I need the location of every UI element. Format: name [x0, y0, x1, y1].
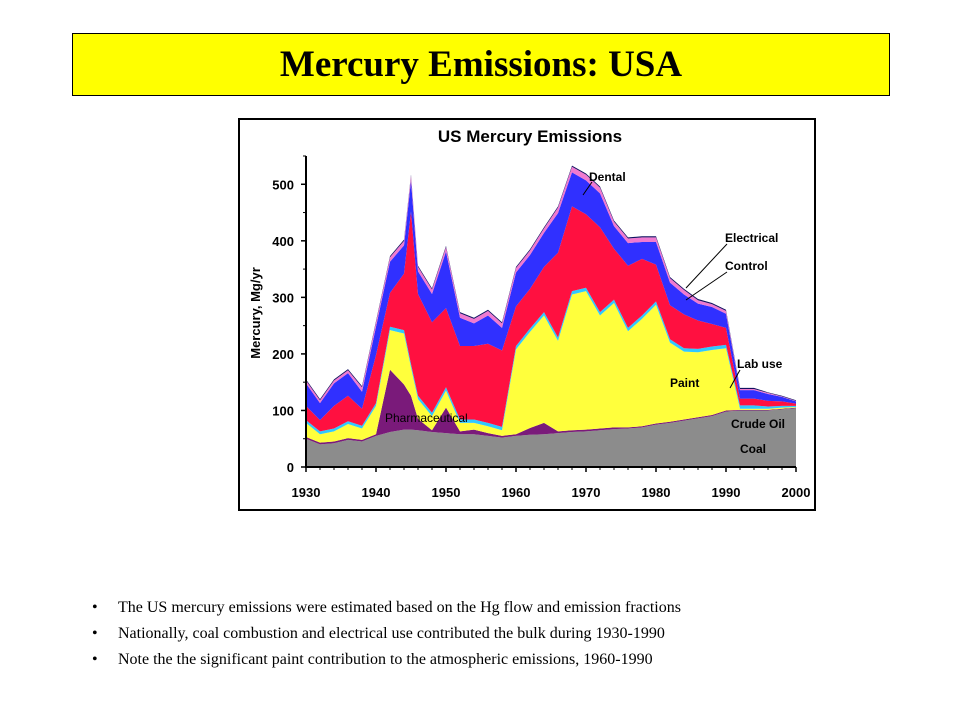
label-coal: Coal	[740, 442, 766, 456]
mercury-emissions-chart: US Mercury Emissions Mercury, Mg/yr 1930…	[248, 127, 811, 500]
area-series-group	[306, 165, 796, 467]
x-tick-label: 1990	[712, 485, 741, 500]
y-tick-label: 400	[272, 234, 294, 249]
leader-control	[685, 271, 728, 301]
slide-title: Mercury Emissions: USA	[279, 44, 683, 85]
x-tick-label: 1970	[572, 485, 601, 500]
leader-dental	[582, 181, 593, 196]
y-tick-label: 200	[272, 347, 294, 362]
leader-electrical	[685, 243, 728, 289]
label-paint: Paint	[670, 376, 699, 390]
leader-lab-use	[729, 369, 741, 389]
x-tick-label: 1930	[292, 485, 321, 500]
label-pharmaceutical: Pharmaceutical	[385, 411, 468, 425]
x-tick-label: 1960	[502, 485, 531, 500]
area-control	[306, 206, 796, 432]
y-tick-label: 0	[287, 460, 294, 475]
label-electrical: Electrical	[725, 231, 778, 245]
bullet-item-3: Note the the significant paint contribut…	[92, 650, 932, 676]
area-pharmaceutical	[306, 369, 796, 445]
y-tick-label: 500	[272, 177, 294, 192]
bullet-item-1: The US mercury emissions were estimated …	[92, 598, 932, 624]
axes-group: 1930 1940 1950 1960 1970 1980 1990 2000 0 100 200 3…	[272, 155, 811, 500]
title-banner: Mercury Emissions: USA	[72, 33, 890, 96]
label-lab-use: Lab use	[737, 357, 783, 371]
chart-title: US Mercury Emissions	[438, 127, 622, 146]
y-tick-label: 100	[272, 403, 294, 418]
x-tick-label: 1950	[432, 485, 461, 500]
label-control: Control	[725, 259, 768, 273]
bullet-item-2: Nationally, coal combustion and electric…	[92, 624, 932, 650]
annotation-group: Dental Electrical Control Lab use Paint …	[385, 170, 785, 456]
label-crude-oil: Crude Oil	[731, 417, 785, 431]
area-paint	[306, 291, 796, 443]
area-electrical	[306, 172, 796, 421]
x-tick-label: 1940	[362, 485, 391, 500]
chart-frame: US Mercury Emissions Mercury, Mg/yr 1930…	[238, 118, 816, 511]
x-tick-label: 1980	[642, 485, 671, 500]
bullet-list: The US mercury emissions were estimated …	[92, 598, 932, 676]
y-axis-label: Mercury, Mg/yr	[248, 267, 263, 359]
x-tick-label: 2000	[782, 485, 811, 500]
y-tick-label: 300	[272, 290, 294, 305]
area-dental	[306, 166, 796, 404]
area-coal	[306, 408, 796, 467]
label-dental: Dental	[589, 170, 626, 184]
